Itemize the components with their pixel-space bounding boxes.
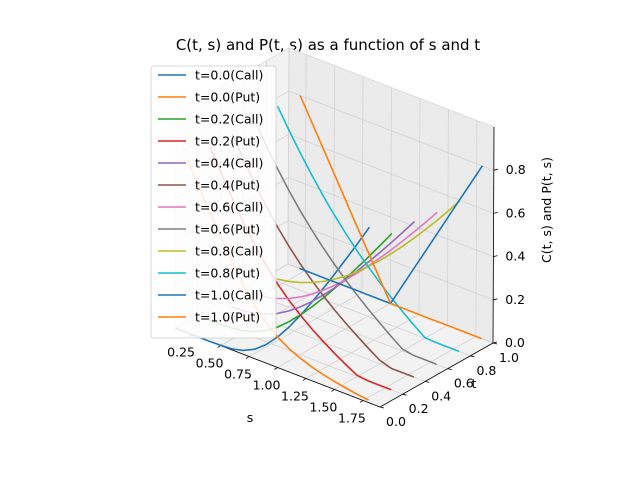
z-tick-mark [493,255,498,257]
y-axis-label: t [472,376,477,391]
legend-label: t=1.0(Put) [195,310,260,325]
z-axis-line [492,126,495,344]
x-tick-mark [274,367,278,370]
legend-label: t=0.2(Call) [195,112,263,127]
z-tick-label: 0.0 [505,335,525,350]
y-tick-mark [402,393,407,396]
z-tick-label: 0.6 [506,205,526,220]
y-axis-line [379,342,494,408]
x-tick-label: 0.25 [167,345,195,360]
legend-label: t=0.6(Put) [195,222,260,237]
y-tick-label: 0.8 [476,363,496,378]
y-tick-label: 0.0 [386,414,406,429]
y-tick-label: 1.0 [499,350,519,365]
legend-label: t=0.8(Call) [195,244,263,259]
y-tick-mark [470,355,475,358]
x-tick-mark [359,400,364,403]
z-tick-label: 0.4 [505,249,525,264]
x-tick-label: 1.00 [253,378,281,393]
legend-label: t=0.4(Call) [195,156,263,171]
legend-label: t=0.8(Put) [195,266,260,281]
z-tick-label: 0.8 [506,162,526,177]
x-tick-mark [331,389,335,392]
series-line [299,95,482,340]
series-line [276,105,460,353]
x-tick-label: 1.50 [310,399,338,414]
legend-label: t=0.4(Put) [195,178,260,193]
y-tick-mark [379,406,385,409]
z-tick-mark [493,212,498,214]
legend-label: t=1.0(Call) [195,288,263,303]
y-tick-label: 0.2 [409,401,429,416]
y-tick-label: 0.6 [454,376,474,391]
z-tick-mark [493,168,498,171]
x-tick-label: 0.50 [196,356,224,371]
x-tick-mark [302,378,307,381]
z-tick-label: 0.2 [505,292,525,307]
y-tick-mark [447,368,452,370]
y-tick-label: 0.4 [431,388,451,403]
legend-box [150,65,277,339]
legend-label: t=0.0(Put) [195,90,260,105]
legend-label: t=0.6(Call) [195,200,263,215]
x-tick-label: 1.75 [338,410,366,425]
x-tick-label: 1.25 [281,388,309,403]
y-tick-mark [425,381,430,383]
tick-labels: 0.250.500.751.001.251.501.75 0.00.20.40.6… [167,162,526,429]
z-tick-mark [492,341,498,344]
x-tick-label: 0.75 [224,367,252,382]
z-tick-mark [493,298,498,301]
chart-title: C(t, s) and P(t, s) as a function of s a… [176,36,480,54]
z-axis-label: C(t, s) and P(t, s) [539,157,554,263]
legend: t=0.0(Call) t=0.0(Put) t=0.2(Call) t=0.2(Pu… [150,65,277,339]
x-tick-mark [245,356,250,359]
legend-label: t=0.0(Call) [195,68,263,83]
legend-label: t=0.2(Put) [195,134,260,149]
x-axis-label: s [247,410,254,425]
series-line [254,120,437,365]
